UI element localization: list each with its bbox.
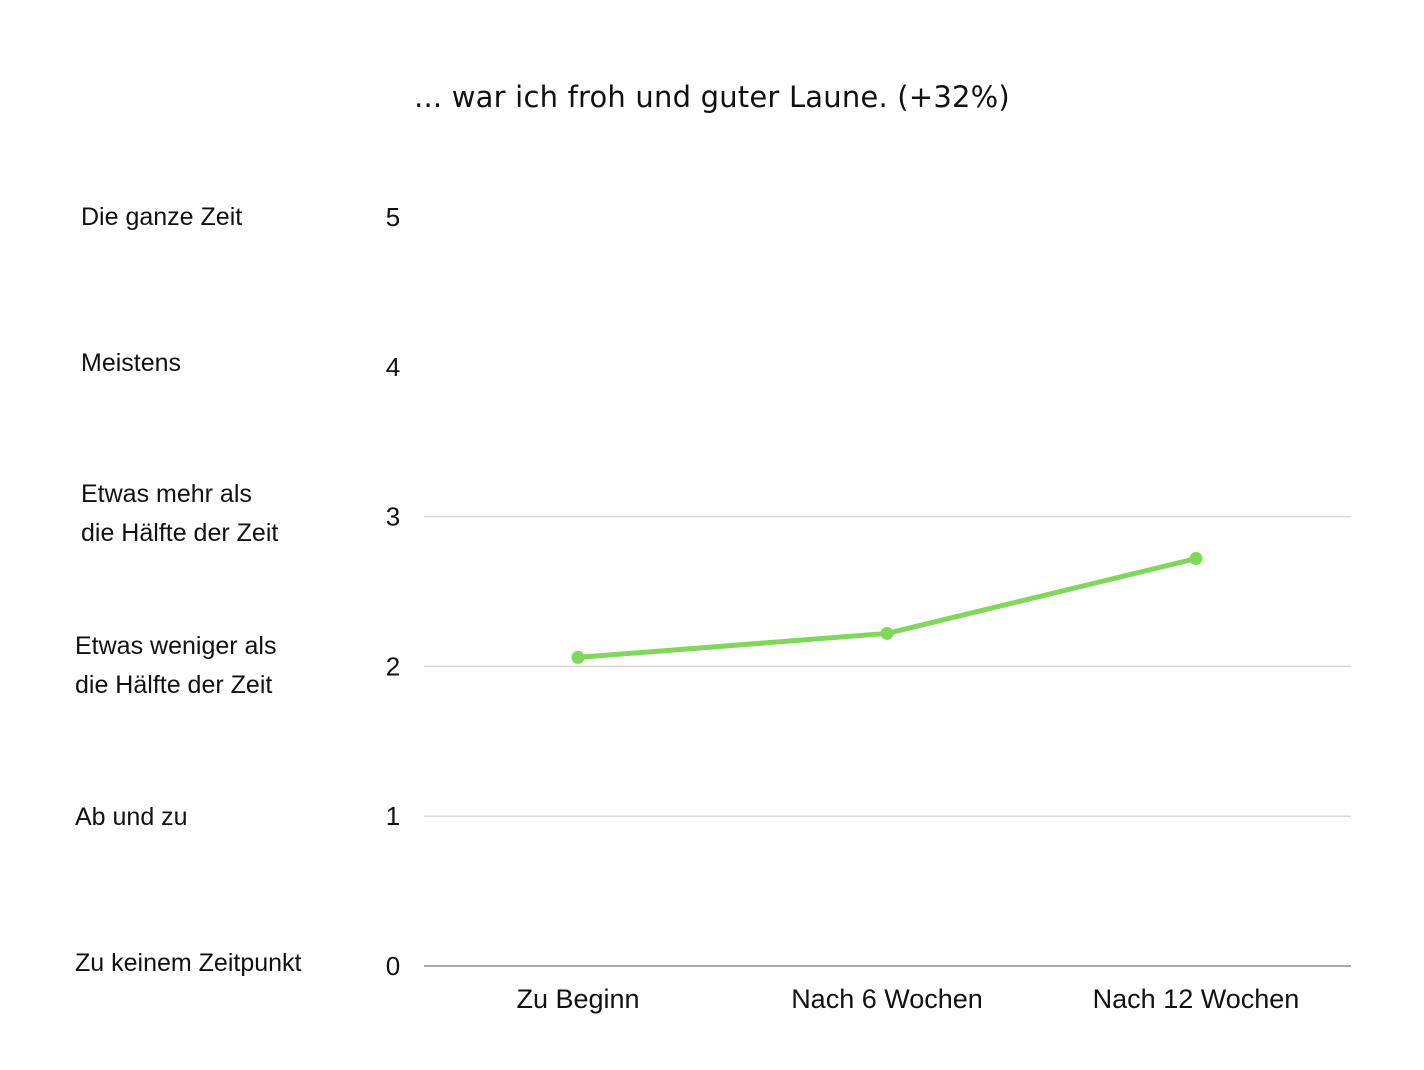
scale-label-line: Etwas weniger als: [75, 632, 277, 660]
scale-label-meistens: Meistens: [81, 344, 181, 383]
x-tick-label: Nach 12 Wochen: [1093, 984, 1300, 1014]
scale-label-line: Zu keinem Zeitpunkt: [75, 949, 302, 977]
y-tick-label: 2: [386, 651, 400, 681]
y-tick-label: 1: [386, 801, 400, 831]
x-tick-label: Nach 6 Wochen: [791, 984, 983, 1014]
data-point: [1189, 552, 1203, 566]
y-tick-label: 4: [386, 352, 400, 382]
data-point: [571, 650, 585, 664]
scale-label-die-ganze-zeit: Die ganze Zeit: [81, 198, 242, 237]
scale-label-line: Etwas mehr als: [81, 480, 252, 508]
scale-label-line: Die ganze Zeit: [81, 203, 243, 231]
scale-label-line: Meistens: [81, 349, 182, 377]
scale-label-ab-und-zu: Ab und zu: [75, 798, 188, 837]
scale-label-etwas-mehr: Etwas mehr als die Hälfte der Zeit: [81, 475, 278, 553]
scale-label-line: die Hälfte der Zeit: [75, 671, 273, 699]
scale-label-line: die Hälfte der Zeit: [81, 519, 279, 547]
y-tick-label: 3: [386, 502, 400, 532]
scale-label-line: Ab und zu: [75, 803, 188, 831]
y-tick-label: 5: [386, 202, 400, 232]
x-tick-label: Zu Beginn: [516, 984, 639, 1014]
y-tick-label: 0: [386, 951, 400, 981]
series-line: [575, 556, 1199, 660]
scale-label-etwas-weniger: Etwas weniger als die Hälfte der Zeit: [75, 627, 276, 705]
scale-label-zu-keinem-zeitpunkt: Zu keinem Zeitpunkt: [75, 944, 302, 983]
data-point: [880, 626, 894, 640]
chart-title: ... war ich froh und guter Laune. (+32%): [414, 80, 1010, 114]
